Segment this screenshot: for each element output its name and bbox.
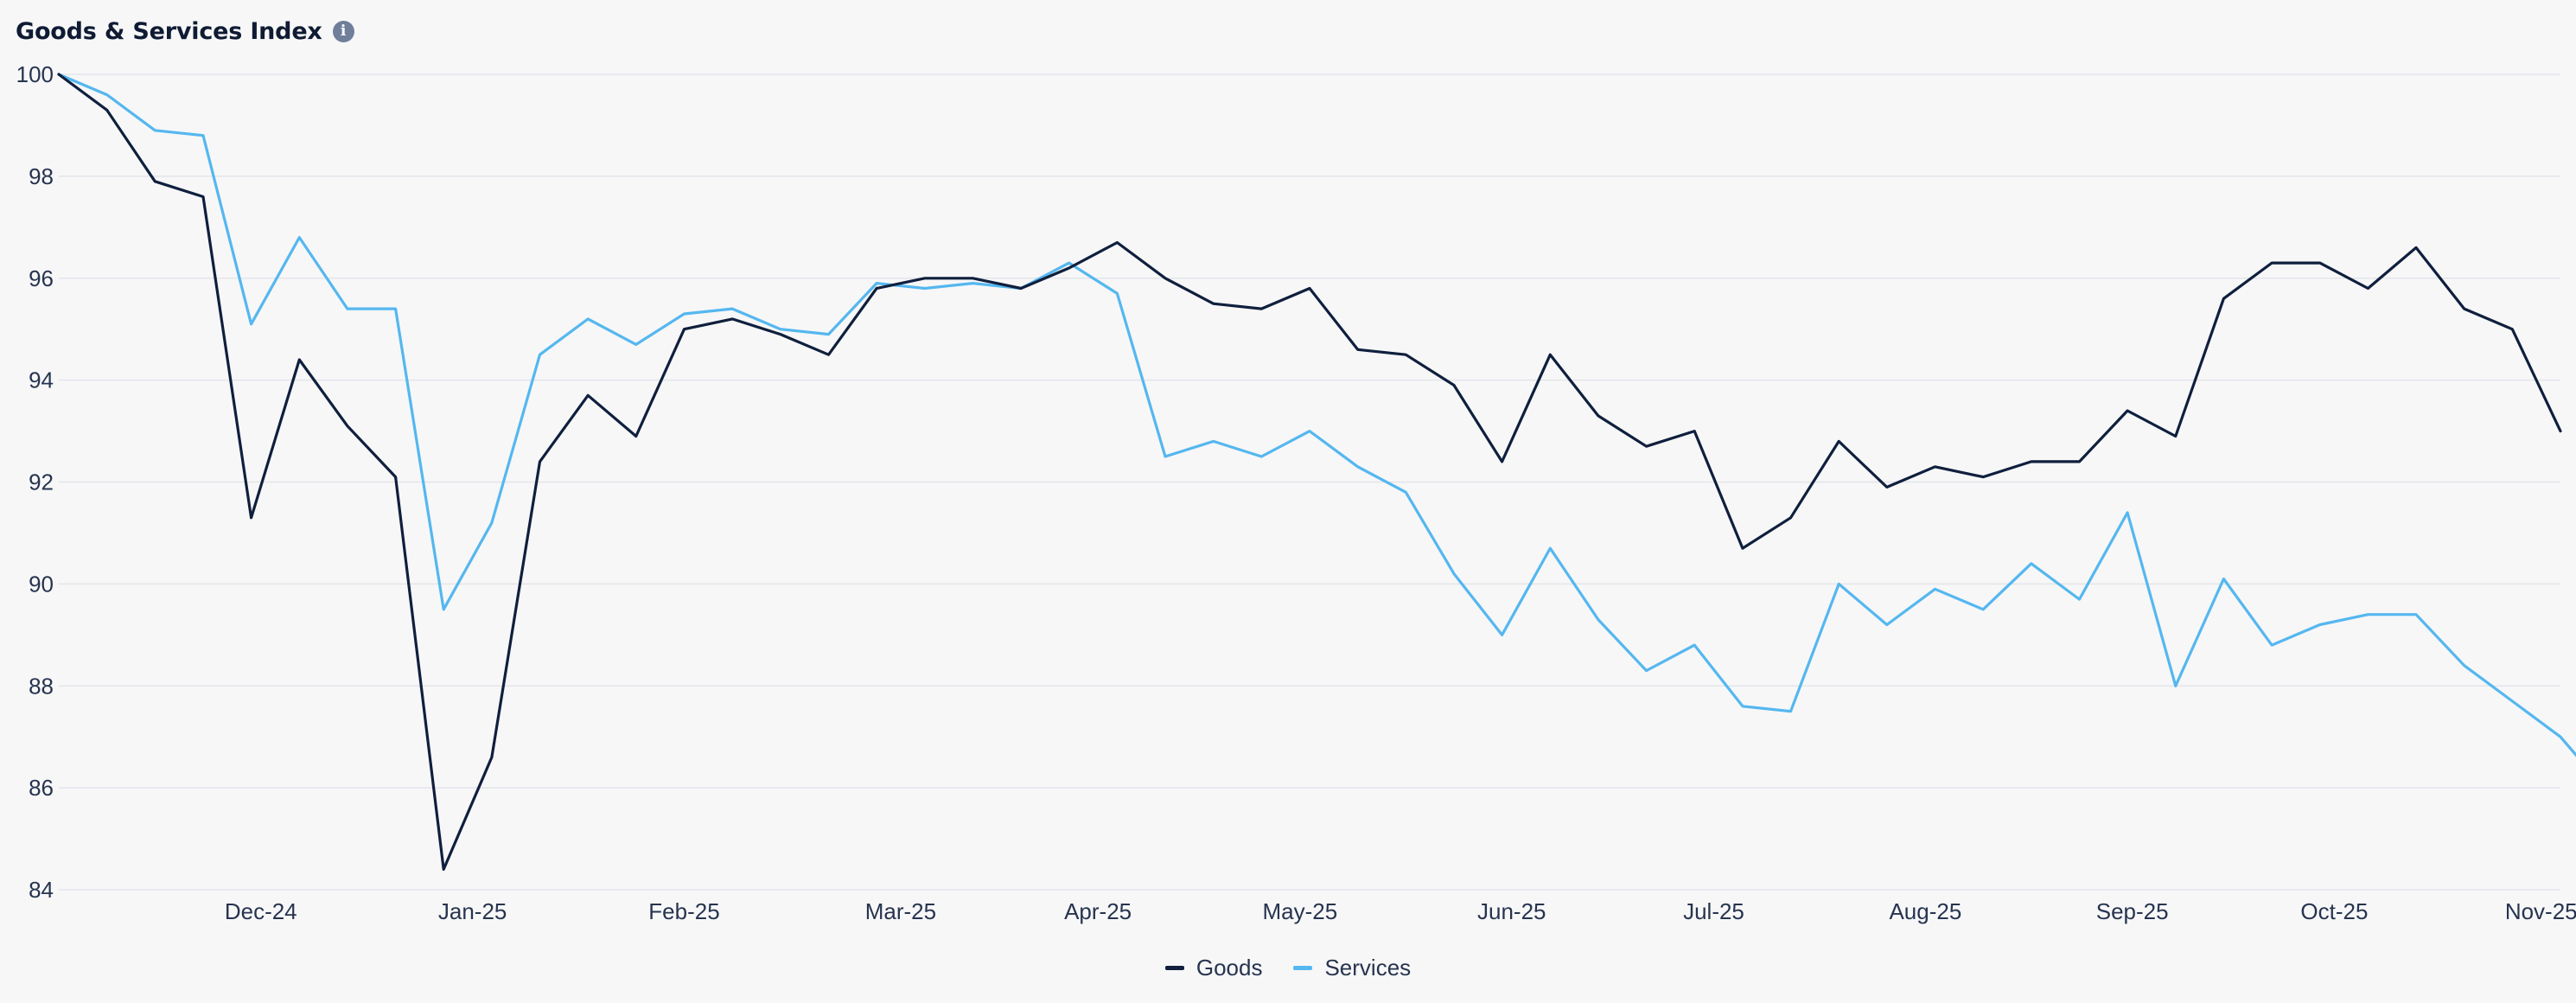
grid-lines: [59, 73, 2560, 891]
legend-swatch-goods: [1164, 966, 1184, 970]
legend: Goods Services: [0, 955, 2576, 981]
legend-label-services: Services: [1324, 955, 1412, 981]
x-tick-label: Jun-25: [1477, 898, 1546, 924]
x-tick-label: Oct-25: [2300, 898, 2368, 924]
x-tick-label: Feb-25: [648, 898, 719, 924]
y-tick-label: 98: [29, 163, 54, 189]
chart-header: Goods & Services Index i: [16, 12, 354, 50]
y-tick-label: 96: [29, 265, 54, 291]
legend-label-goods: Goods: [1196, 955, 1263, 981]
x-tick-label: Jul-25: [1683, 898, 1744, 924]
series-lines: [57, 73, 2576, 872]
x-tick-label: Jan-25: [438, 898, 507, 924]
series-line-services[interactable]: [57, 73, 2576, 793]
line-chart: 84 86 88 90 92 94 96 98 100 Dec-24 Jan-25 Feb-25 Ma…: [16, 61, 2576, 924]
y-tick-label: 94: [29, 367, 54, 393]
series-line-goods[interactable]: [57, 73, 2562, 872]
y-tick-label: 100: [16, 61, 54, 87]
info-icon[interactable]: i: [332, 20, 354, 42]
y-axis-ticks: 84 86 88 90 92 94 96 98 100: [16, 61, 54, 903]
x-tick-label: Dec-24: [225, 898, 297, 924]
y-tick-label: 92: [29, 470, 54, 495]
y-tick-label: 88: [29, 673, 54, 699]
y-tick-label: 86: [29, 775, 54, 801]
y-tick-label: 90: [29, 571, 54, 597]
legend-swatch-services: [1293, 966, 1313, 970]
x-tick-label: Mar-25: [865, 898, 936, 924]
legend-item-goods[interactable]: Goods: [1164, 955, 1263, 981]
x-tick-label: Nov-25: [2505, 898, 2576, 924]
x-tick-label: Aug-25: [1889, 898, 1961, 924]
chart-title: Goods & Services Index: [16, 17, 322, 45]
x-axis-ticks: Dec-24 Jan-25 Feb-25 Mar-25 Apr-25 May-25 Jun-…: [225, 898, 2576, 924]
y-tick-label: 84: [29, 877, 54, 903]
x-tick-label: Sep-25: [2096, 898, 2169, 924]
legend-item-services[interactable]: Services: [1293, 955, 1411, 981]
x-tick-label: May-25: [1263, 898, 1338, 924]
x-tick-label: Apr-25: [1064, 898, 1132, 924]
